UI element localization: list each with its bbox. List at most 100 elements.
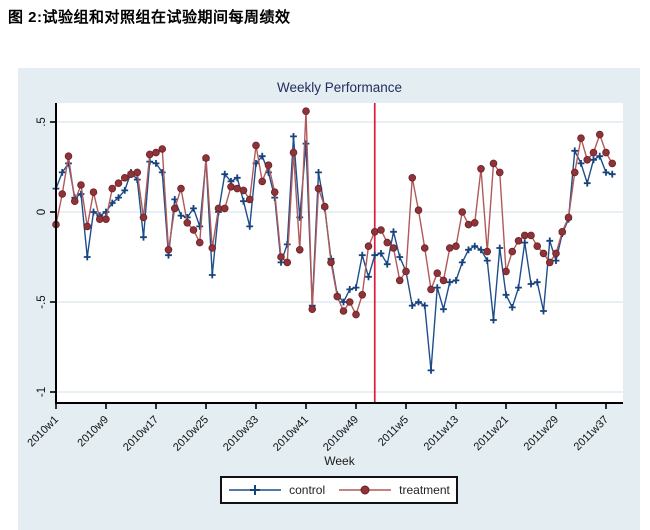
control-marker <box>315 169 322 176</box>
control-marker <box>471 242 479 250</box>
treatment-marker <box>452 242 460 251</box>
treatment-marker <box>470 219 479 227</box>
control-marker <box>102 208 110 216</box>
treatment-marker <box>383 238 392 247</box>
treatment-marker <box>264 161 273 169</box>
plot-svg: .5 0 -.5 -1 2010w1 2010w9 2010w17 2010w25 2010w3… <box>25 103 623 454</box>
control-marker <box>502 291 510 299</box>
control-marker <box>408 302 416 309</box>
treatment-marker <box>170 204 179 213</box>
treatment-marker <box>120 174 129 182</box>
control-line-marker-icon <box>229 485 282 495</box>
treatment-marker <box>539 249 548 258</box>
treatment-marker <box>339 307 348 315</box>
x-tick-label: 2010w17 <box>121 414 161 454</box>
treatment-marker <box>289 148 298 157</box>
treatment-marker <box>377 226 385 234</box>
control-marker <box>358 251 366 259</box>
treatment-marker <box>333 292 342 301</box>
y-tick-label: -.5 <box>36 295 48 308</box>
treatment-marker <box>495 168 504 177</box>
treatment-marker <box>527 231 535 240</box>
treatment-marker <box>227 183 235 191</box>
control-marker <box>583 179 591 187</box>
treatment-marker <box>595 130 604 139</box>
treatment-marker <box>420 244 429 252</box>
control-marker <box>152 160 160 167</box>
treatment-marker <box>283 258 292 267</box>
treatment-marker <box>308 305 317 314</box>
treatment-marker <box>177 184 185 193</box>
control-marker <box>302 140 310 147</box>
treatment-marker <box>252 141 260 150</box>
x-tick-label: 2011w29 <box>522 414 561 453</box>
treatment-marker <box>589 148 598 157</box>
treatment-marker <box>95 215 104 224</box>
treatment-marker <box>477 165 485 173</box>
control-marker <box>546 237 554 245</box>
treatment-marker <box>145 150 154 159</box>
control-marker <box>590 156 597 164</box>
control-marker <box>340 298 347 306</box>
treatment-marker <box>102 215 110 224</box>
control-marker <box>77 190 85 198</box>
x-tick-label: 2010w33 <box>221 414 261 454</box>
treatment-marker <box>458 208 467 216</box>
control-marker <box>177 212 185 219</box>
treatment-marker <box>358 291 367 299</box>
treatment-marker <box>445 244 454 252</box>
plot-area <box>56 103 623 403</box>
control-marker <box>290 133 297 140</box>
treatment-marker <box>114 179 123 187</box>
control-marker <box>390 228 397 236</box>
treatment-line-marker-icon <box>339 485 392 495</box>
treatment-marker <box>202 154 210 162</box>
control-marker <box>452 277 460 284</box>
x-tick-label: 2011w21 <box>472 414 511 453</box>
treatment-marker <box>533 242 542 251</box>
control-marker <box>158 169 166 176</box>
treatment-marker <box>152 148 160 157</box>
control-marker <box>458 259 466 266</box>
treatment-marker <box>277 253 285 261</box>
control-marker <box>421 302 429 309</box>
treatment-marker <box>258 177 267 186</box>
treatment-marker <box>183 219 192 227</box>
control-marker <box>508 304 516 311</box>
treatment-marker <box>389 244 398 252</box>
treatment-marker <box>164 246 173 254</box>
legend-label-treatment: treatment <box>399 483 450 497</box>
treatment-marker <box>83 222 92 231</box>
treatment-marker <box>352 310 360 319</box>
treatment-marker <box>552 249 560 258</box>
treatment-marker <box>545 258 554 267</box>
treatment-marker <box>402 267 410 276</box>
control-marker <box>246 223 254 230</box>
control-marker <box>465 246 472 254</box>
treatment-marker <box>89 188 98 196</box>
control-marker <box>240 197 247 205</box>
treatment-marker <box>245 195 254 204</box>
control-marker <box>496 244 504 252</box>
control-marker <box>608 170 616 178</box>
control-marker <box>90 208 97 216</box>
treatment-marker <box>220 204 229 213</box>
treatment-marker <box>189 226 198 234</box>
control-marker <box>233 174 241 182</box>
control-marker <box>140 233 147 241</box>
control-marker <box>477 246 485 254</box>
control-marker <box>433 284 441 291</box>
treatment-marker <box>502 267 510 276</box>
y-tick-label: 0 <box>36 209 48 215</box>
control-marker <box>58 169 66 176</box>
legend: control treatment <box>220 476 458 504</box>
treatment-marker <box>208 244 217 252</box>
treatment-marker <box>427 285 435 294</box>
control-marker <box>346 286 354 293</box>
treatment-marker <box>414 206 423 215</box>
x-axis-title: Week <box>324 454 355 468</box>
treatment-marker <box>158 145 167 153</box>
control-marker <box>602 169 610 176</box>
control-marker <box>365 273 372 281</box>
treatment-marker <box>570 168 579 177</box>
